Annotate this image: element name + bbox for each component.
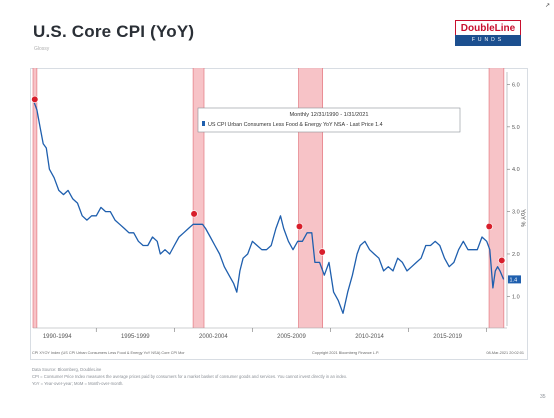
series-layer xyxy=(33,101,505,314)
event-marker-icon xyxy=(190,210,198,218)
page-subtitle: Glossy xyxy=(34,46,50,52)
y-tick-label: 6.0 xyxy=(512,82,520,88)
logo-wordmark: DoubleLine xyxy=(455,20,521,35)
last-price-box xyxy=(508,275,521,284)
event-marker-icon xyxy=(498,256,506,265)
chart-frame xyxy=(30,68,528,360)
core-cpi-chart: 6.0 5.0 4.0 3.0 2.0 1.0 1990-1994 1995-1999 2000… xyxy=(31,68,525,355)
y-tick-label: 3.0 xyxy=(512,210,520,216)
event-marker-icon xyxy=(295,222,304,231)
y-tick-label: 4.0 xyxy=(512,167,520,173)
chart-footer-left: CPI XYOY Index (US CPI Urban Consumers L… xyxy=(32,351,185,355)
legend-date-range: Monthly 12/31/1990 - 1/31/2021 xyxy=(290,112,369,118)
yoy-definition-note: YoY = Year-over-year; MoM = Month-over-m… xyxy=(32,381,124,386)
y-axis-label: YoY % xyxy=(519,209,525,227)
logo-funds-band: FUNDS xyxy=(455,35,521,46)
data-source-note: Data Source: Bloomberg, DoubleLine xyxy=(32,367,102,372)
recession-band xyxy=(193,68,205,328)
page-number: 35 xyxy=(540,394,546,400)
y-tick-label: 2.0 xyxy=(512,252,520,258)
event-marker-icon xyxy=(318,248,326,256)
x-tick-label: 2005-2009 xyxy=(277,334,306,340)
chart-footer-center: Copyright 2021 Bloomberg Finance L.P. xyxy=(312,351,379,355)
event-marker-icon xyxy=(31,95,39,104)
recession-band xyxy=(489,68,504,328)
recession-band xyxy=(298,68,323,328)
legend: Monthly 12/31/1990 - 1/31/2021 US CPI Ur… xyxy=(197,107,461,133)
doubleline-logo: DoubleLine FUNDS xyxy=(455,20,521,48)
markers-layer xyxy=(31,95,506,265)
event-marker-icon xyxy=(485,222,493,231)
recession-bands xyxy=(32,68,505,328)
x-tick-label: 1990-1994 xyxy=(43,334,72,340)
x-tick-label: 1995-1999 xyxy=(121,334,150,340)
y-tick-label: 5.0 xyxy=(512,125,520,131)
corner-tick-icon: ↗ xyxy=(545,3,551,9)
x-tick-label: 2000-2004 xyxy=(199,334,228,340)
legend-series-label: US CPI Urban Consumers Less Food & Energ… xyxy=(208,122,383,128)
y-tick-label: 1.0 xyxy=(512,294,520,300)
last-price-label: 1.4 xyxy=(510,277,518,283)
x-tick-label: 2010-2014 xyxy=(355,334,384,340)
cpi-series-line xyxy=(33,101,505,314)
cpi-definition-note: CPI = Consumer Price Index measures the … xyxy=(32,374,348,379)
legend-box xyxy=(197,107,461,133)
legend-swatch xyxy=(202,121,205,126)
chart-footer-right: 08-Mar-2021 20:02:01 xyxy=(486,351,524,355)
x-tick-label: 2015-2019 xyxy=(433,334,462,340)
page-title: U.S. Core CPI (YoY) xyxy=(33,22,195,41)
axes: 6.0 5.0 4.0 3.0 2.0 1.0 1990-1994 1995-1999 2000… xyxy=(33,72,520,340)
last-price-tag: 1.4 xyxy=(508,275,521,284)
recession-band xyxy=(33,68,37,328)
